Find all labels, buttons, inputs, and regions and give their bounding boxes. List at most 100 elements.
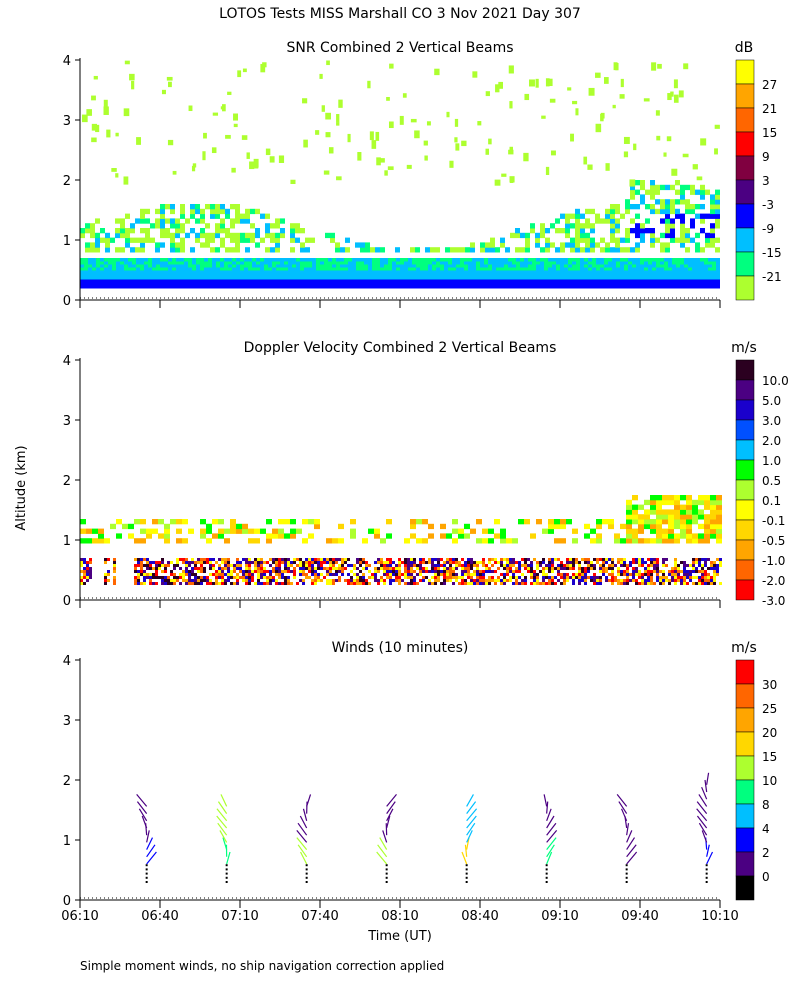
snr-cell — [696, 176, 703, 181]
snr-cell — [496, 279, 500, 283]
velocity-cell — [176, 564, 179, 567]
snr-cell — [635, 228, 640, 234]
snr-cell — [164, 264, 168, 268]
velocity-cell — [134, 558, 137, 561]
snr-cell — [105, 247, 110, 253]
snr-cell — [304, 267, 308, 271]
snr-cell — [715, 189, 720, 195]
snr-cell — [215, 228, 220, 234]
snr-cell — [710, 204, 715, 210]
snr-cell — [253, 158, 259, 168]
snr-cell — [400, 264, 404, 268]
snr-cell — [696, 273, 700, 277]
velocity-cell — [698, 582, 701, 585]
velocity-cell — [674, 499, 680, 506]
snr-cell — [596, 258, 600, 262]
velocity-cell — [383, 567, 386, 570]
velocity-cell — [707, 576, 710, 579]
snr-cell — [288, 270, 292, 274]
velocity-cell — [656, 495, 662, 501]
snr-cell — [630, 204, 635, 210]
velocity-cell — [419, 570, 422, 573]
snr-cell — [168, 81, 172, 88]
velocity-cell — [509, 567, 512, 570]
velocity-cell — [374, 573, 377, 576]
snr-cell — [580, 285, 584, 289]
velocity-cell — [506, 570, 509, 573]
velocity-cell — [530, 573, 533, 576]
snr-cell — [608, 261, 612, 265]
snr-cell — [284, 273, 288, 277]
velocity-cell — [251, 579, 254, 582]
snr-cell — [423, 140, 428, 146]
velocity-cell — [719, 561, 722, 564]
panel-title: Winds (10 minutes) — [332, 640, 469, 656]
snr-cell — [600, 276, 604, 280]
velocity-cell — [188, 528, 194, 534]
snr-cell — [648, 273, 652, 277]
snr-cell — [710, 242, 715, 248]
snr-cell — [700, 285, 704, 289]
snr-cell — [509, 176, 514, 183]
velocity-cell — [170, 582, 173, 585]
snr-cell — [608, 264, 612, 268]
snr-cell — [356, 285, 360, 289]
velocity-cell — [116, 519, 122, 525]
velocity-cell — [620, 561, 623, 564]
panel-title: Doppler Velocity Combined 2 Vertical Bea… — [244, 340, 557, 356]
snr-cell — [255, 242, 260, 248]
velocity-cell — [647, 567, 650, 570]
wind-point — [225, 868, 228, 871]
snr-cell — [608, 285, 612, 289]
snr-cell — [536, 279, 540, 283]
wind-profile — [216, 794, 231, 883]
velocity-cell — [593, 579, 596, 582]
snr-cell — [164, 273, 168, 277]
snr-cell — [379, 158, 385, 163]
velocity-cell — [302, 570, 305, 573]
snr-cell — [372, 270, 376, 274]
snr-cell — [488, 267, 492, 271]
snr-cell — [624, 261, 628, 265]
snr-cell — [715, 218, 720, 224]
snr-cell — [328, 273, 332, 277]
snr-cell — [544, 276, 548, 280]
wind-point — [385, 872, 388, 875]
snr-cell — [570, 213, 575, 219]
velocity-cell — [581, 570, 584, 573]
snr-cell — [680, 282, 684, 286]
snr-cell — [565, 218, 570, 224]
snr-cell — [168, 285, 172, 289]
velocity-cell — [365, 579, 368, 582]
velocity-cell — [275, 570, 278, 573]
velocity-cell — [185, 582, 188, 585]
velocity-cell — [392, 570, 395, 573]
velocity-cell — [518, 567, 521, 570]
velocity-cell — [269, 576, 272, 579]
velocity-cell — [452, 570, 455, 573]
snr-cell — [284, 276, 288, 280]
velocity-cell — [572, 538, 578, 544]
snr-cell — [312, 273, 316, 277]
velocity-cell — [392, 573, 395, 576]
velocity-cell — [425, 561, 428, 564]
velocity-cell — [608, 579, 611, 582]
velocity-cell — [431, 567, 434, 570]
velocity-cell — [575, 558, 578, 561]
velocity-cell — [314, 576, 317, 579]
velocity-cell — [701, 570, 704, 573]
snr-cell — [572, 267, 576, 271]
velocity-cell — [671, 579, 674, 582]
snr-cell — [336, 273, 340, 277]
snr-cell — [588, 258, 592, 262]
snr-cell — [260, 267, 264, 271]
velocity-cell — [719, 582, 722, 585]
snr-cell — [456, 279, 460, 283]
velocity-cell — [683, 573, 686, 576]
snr-cell — [292, 285, 296, 289]
velocity-cell — [113, 570, 116, 573]
velocity-cell — [674, 533, 680, 539]
snr-cell — [347, 133, 351, 143]
snr-cell — [452, 279, 456, 283]
snr-cell — [688, 273, 692, 277]
